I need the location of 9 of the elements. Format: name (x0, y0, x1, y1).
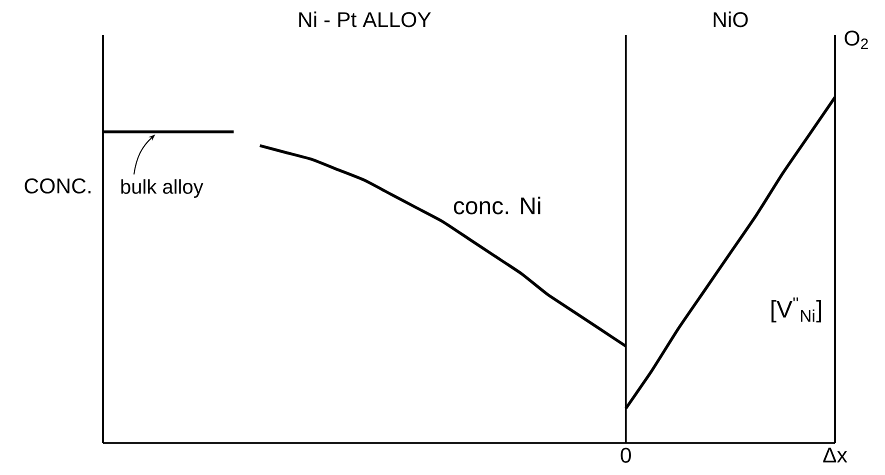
annotation: bulk alloy (121, 179, 204, 198)
text: NiO (714, 12, 748, 28)
series-label: conc. Ni (454, 196, 540, 214)
text: Ni - Pt ALLOY (299, 12, 431, 28)
y-axis-title: CONC. (24, 178, 90, 194)
text: O$_{2}$ (844, 30, 868, 49)
x-tick-label: 0 (620, 448, 631, 463)
x-tick-label: Δx (823, 448, 848, 462)
text: [V$^{''}$$_{Ni}$] (772, 298, 822, 322)
